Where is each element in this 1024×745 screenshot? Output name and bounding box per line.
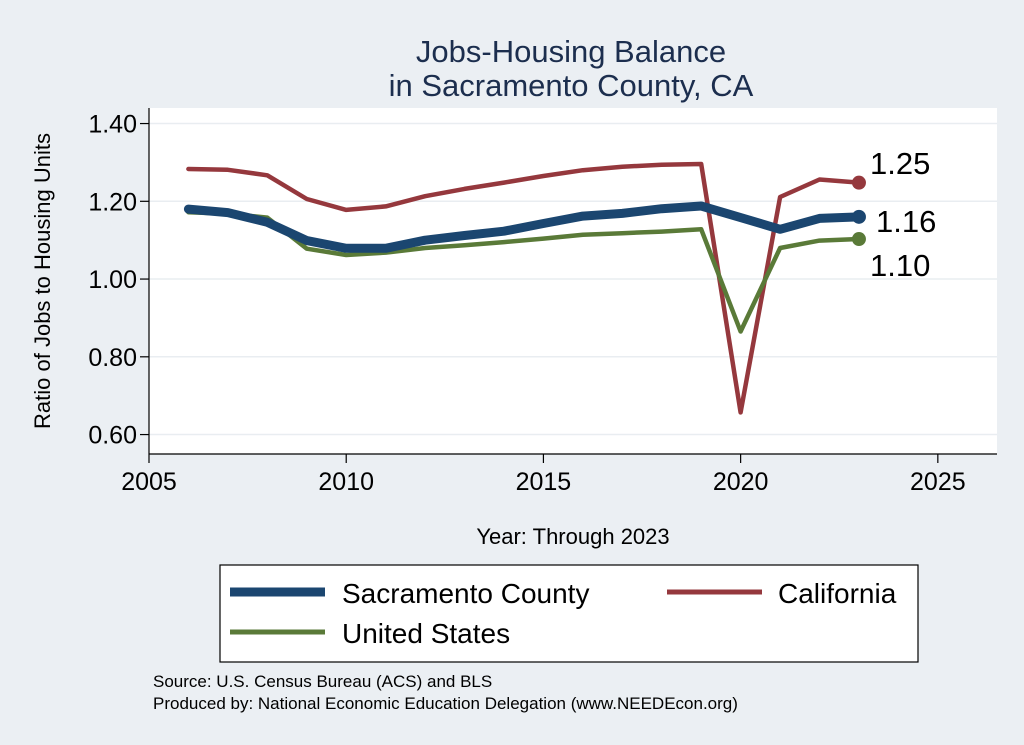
y-ticks: 0.60 0.80 1.00 1.20 1.40 [88,111,149,450]
y-tick-label: 1.40 [88,111,137,139]
plot-area [149,108,997,454]
series-line-united-states [186,209,862,334]
y-tick-label: 0.60 [88,422,137,450]
y-tick-label: 1.20 [88,188,137,216]
x-tick-label: 2025 [910,468,966,496]
legend-label-united-states: United States [342,618,510,649]
x-ticks: 2005 2010 2015 2020 2025 [121,454,966,496]
series-endpoint-california [851,175,866,190]
x-tick-label: 2015 [516,468,572,496]
end-label-california: 1.25 [870,146,930,181]
legend-box [219,564,919,663]
legend-label-california: California [778,578,897,609]
x-tick-label: 2020 [713,468,769,496]
x-axis-title: Year: Through 2023 [476,524,669,549]
x-tick-label: 2010 [318,468,374,496]
legend-label-sacramento: Sacramento County [342,578,589,609]
end-label-sacramento: 1.16 [876,204,936,239]
y-tick-label: 1.00 [88,266,137,294]
chart-title-line-1: Jobs-Housing Balance [416,34,726,69]
axes [148,108,997,455]
producer-note: Produced by: National Economic Education… [153,694,738,713]
y-tick-label: 0.80 [88,344,137,372]
x-tick-label: 2005 [121,468,177,496]
series-line-california [186,161,862,415]
end-label-united-states: 1.10 [870,248,930,283]
source-note: Source: U.S. Census Bureau (ACS) and BLS [153,672,492,691]
chart-title-line-2: in Sacramento County, CA [389,68,754,103]
series-endpoint-sacramento-county [851,209,866,224]
legend: Sacramento County California United Stat… [219,564,919,663]
series-layer [183,161,866,415]
series-endpoint-united-states [851,232,866,247]
series-line-sacramento-county [183,201,864,253]
grid-lines [149,122,997,436]
y-axis-title: Ratio of Jobs to Housing Units [30,133,55,429]
